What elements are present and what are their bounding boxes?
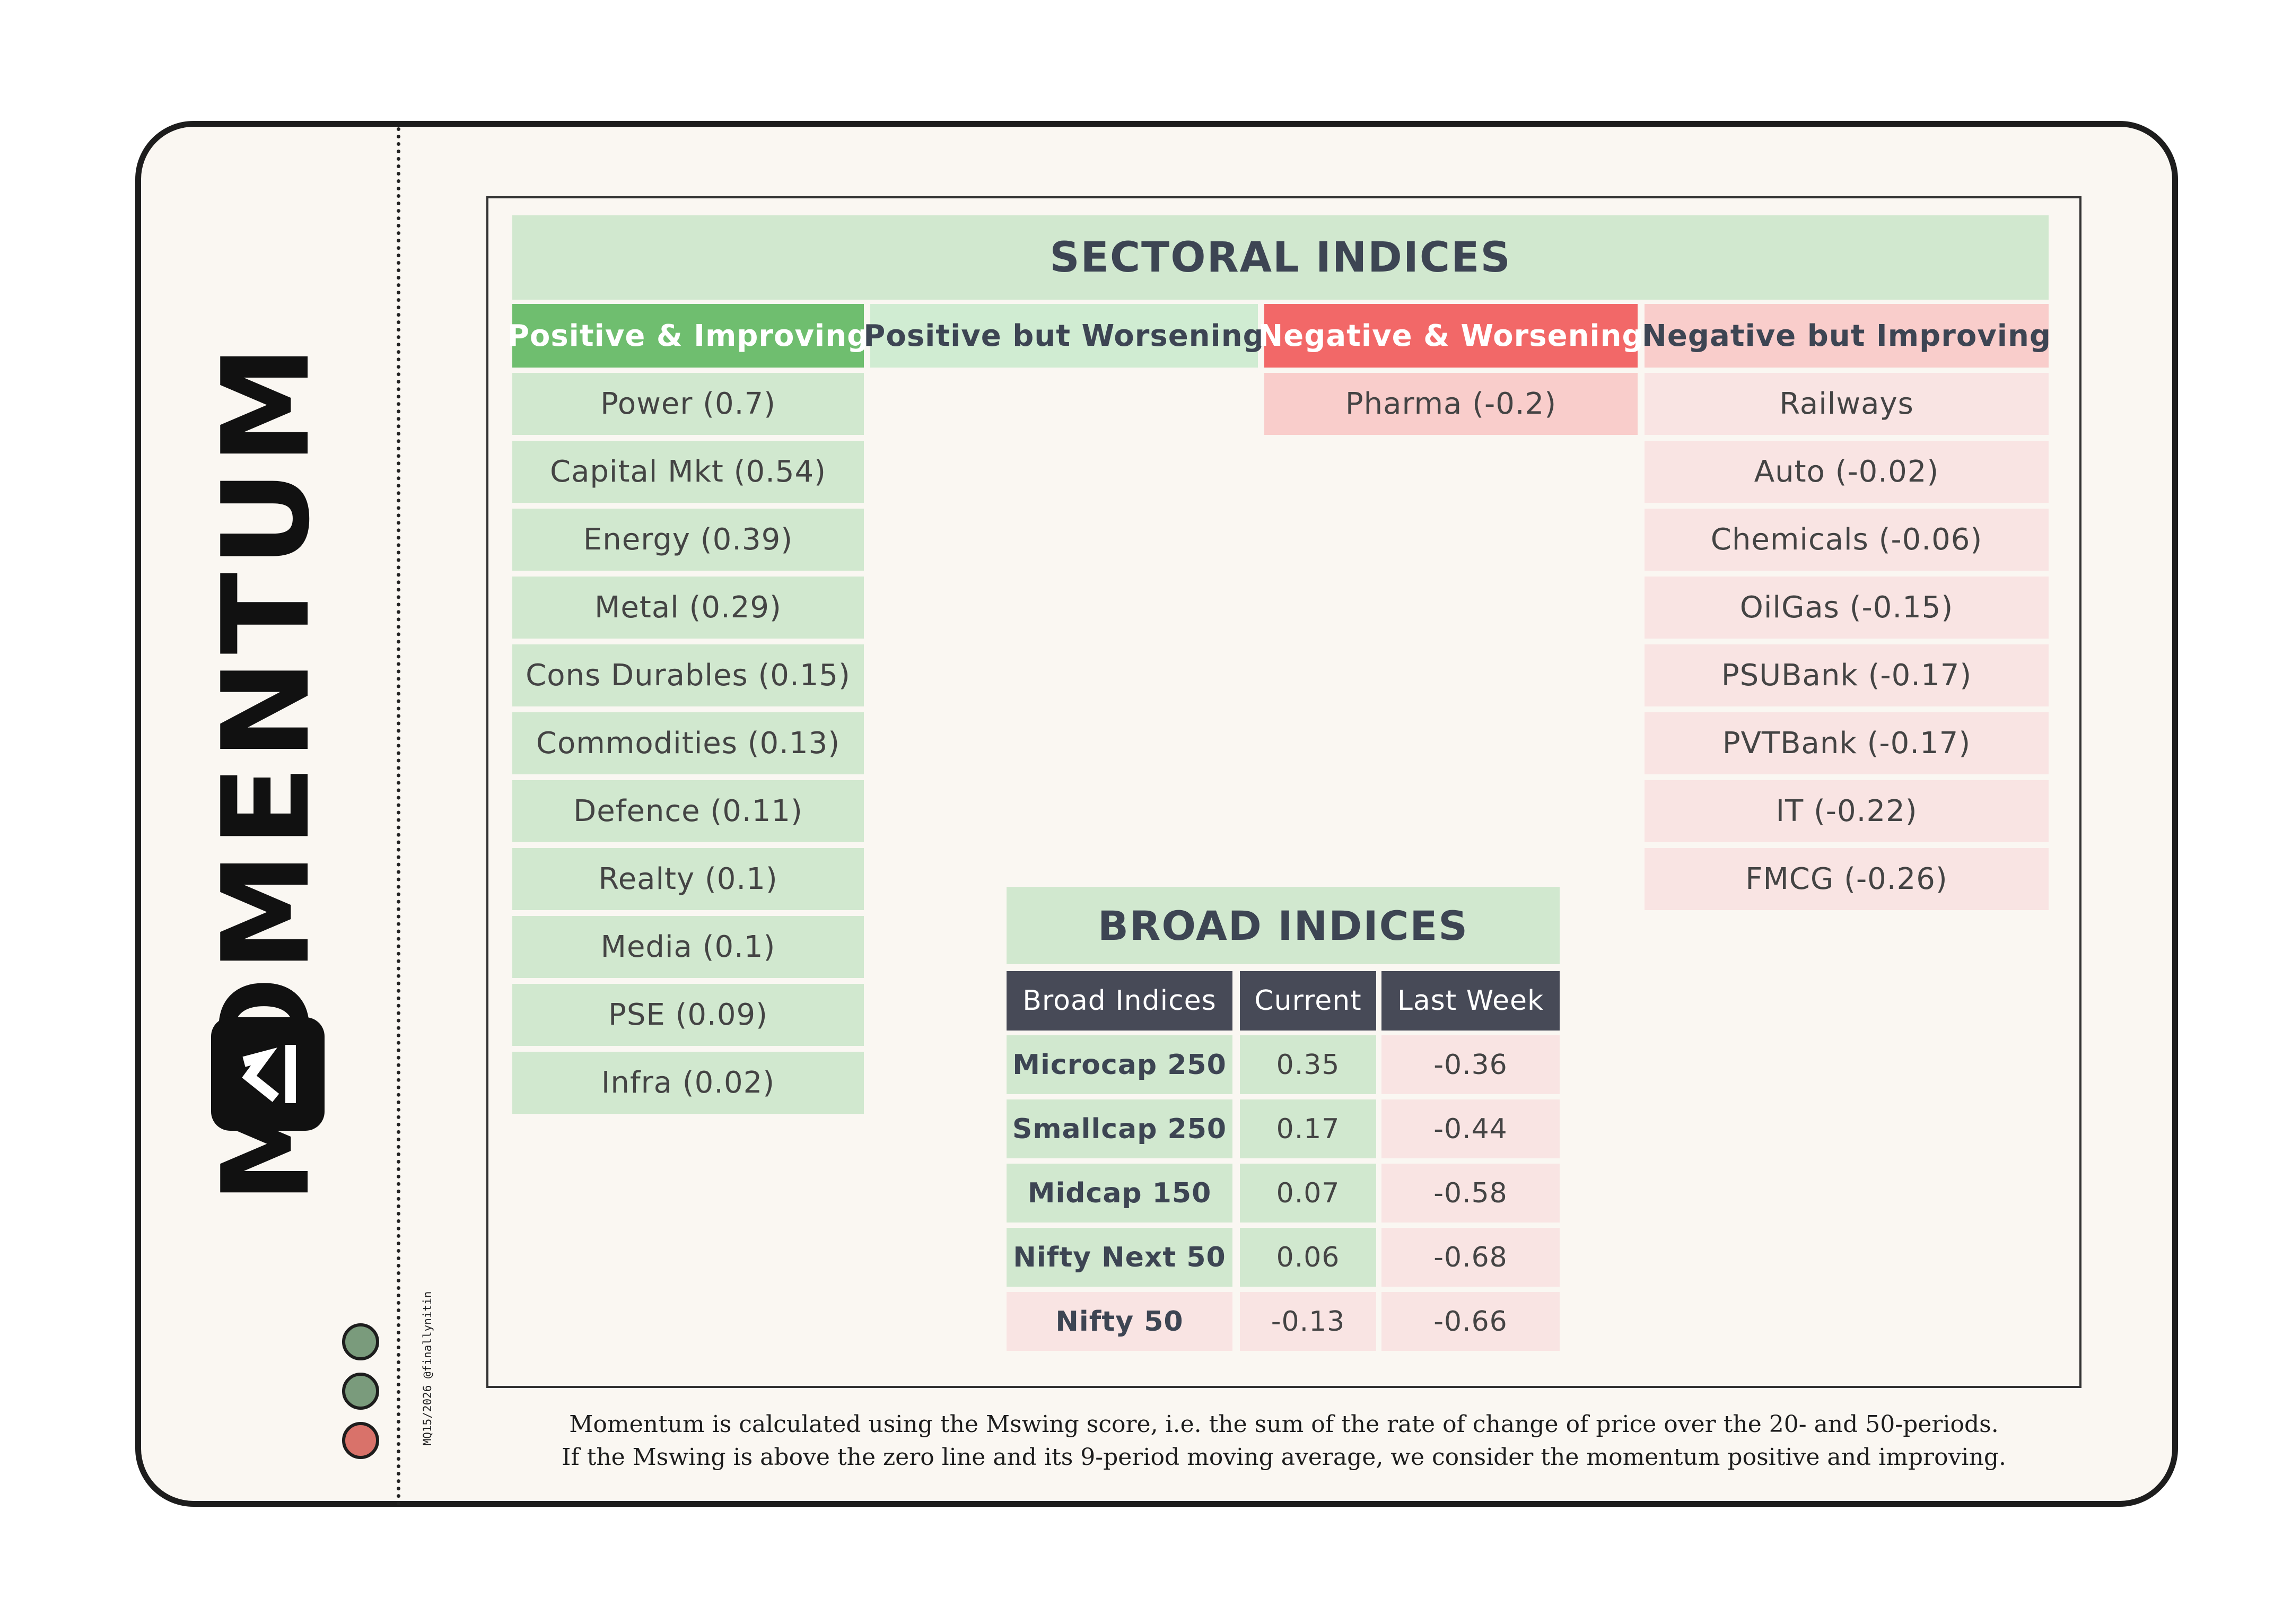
broad-current-value: 0.07 [1240, 1164, 1376, 1223]
sector-cell: OilGas (-0.15) [1645, 577, 2049, 639]
broad-current-value: 0.17 [1240, 1099, 1376, 1158]
sector-cell: Auto (-0.02) [1645, 441, 2049, 503]
content-frame [486, 196, 2081, 1388]
sector-cell: Energy (0.39) [512, 509, 864, 571]
broad-index-name: Microcap 250 [1007, 1035, 1232, 1094]
broad-current-value: 0.06 [1240, 1228, 1376, 1287]
sectoral-title: SECTORAL INDICES [512, 215, 2049, 300]
broad-current-value: 0.35 [1240, 1035, 1376, 1094]
sector-cell: Realty (0.1) [512, 848, 864, 910]
broad-index-name: Nifty 50 [1007, 1292, 1232, 1351]
broad-column-header: Current [1240, 971, 1376, 1031]
status-dot-3 [342, 1422, 379, 1459]
broad-column-header: Broad Indices [1007, 971, 1232, 1031]
broad-lastweek-value: -0.36 [1381, 1035, 1560, 1094]
sector-cell: Commodities (0.13) [512, 712, 864, 774]
broad-index-name: Midcap 150 [1007, 1164, 1232, 1223]
sector-cell: Pharma (-0.2) [1264, 373, 1638, 435]
sector-cell: PSUBank (-0.17) [1645, 644, 2049, 706]
broad-lastweek-value: -0.58 [1381, 1164, 1560, 1223]
broad-lastweek-value: -0.68 [1381, 1228, 1560, 1287]
broad-current-value: -0.13 [1240, 1292, 1376, 1351]
broad-index-name: Nifty Next 50 [1007, 1228, 1232, 1287]
footnote-line-1: Momentum is calculated using the Mswing … [569, 1411, 1999, 1438]
sector-cell: Chemicals (-0.06) [1645, 509, 2049, 571]
sector-cell: Metal (0.29) [512, 577, 864, 639]
broad-lastweek-value: -0.66 [1381, 1292, 1560, 1351]
broad-lastweek-value: -0.44 [1381, 1099, 1560, 1158]
sector-cell: IT (-0.22) [1645, 780, 2049, 842]
methodology-note: Momentum is calculated using the Mswing … [486, 1408, 2081, 1474]
sector-cell: PVTBank (-0.17) [1645, 712, 2049, 774]
column-header-2: Negative & Worsening [1258, 304, 1643, 368]
sector-cell: Power (0.7) [512, 373, 864, 435]
sector-cell: PSE (0.09) [512, 984, 864, 1046]
broad-title: BROAD INDICES [1007, 887, 1560, 964]
sector-cell: Railways [1645, 373, 2049, 435]
status-dot-1 [342, 1323, 379, 1360]
footnote-line-2: If the Mswing is above the zero line and… [561, 1444, 2006, 1471]
sector-cell: Infra (0.02) [512, 1052, 864, 1114]
column-header-3: Negative but Improving [1642, 304, 2051, 368]
author-credit: MQ15/2026 @finallynitin [421, 1291, 434, 1446]
sector-cell: Cons Durables (0.15) [512, 644, 864, 706]
sector-cell: Defence (0.11) [512, 780, 864, 842]
sector-cell: Media (0.1) [512, 916, 864, 978]
sector-cell: Capital Mkt (0.54) [512, 441, 864, 503]
broad-column-header: Last Week [1381, 971, 1560, 1031]
column-header-1: Positive but Worsening [863, 304, 1264, 368]
status-dot-2 [342, 1373, 379, 1410]
dotted-divider [397, 127, 400, 1506]
broad-index-name: Smallcap 250 [1007, 1099, 1232, 1158]
column-header-0: Positive & Improving [508, 304, 868, 368]
momentum-logo-icon [211, 1017, 325, 1131]
sector-cell: FMCG (-0.26) [1645, 848, 2049, 910]
